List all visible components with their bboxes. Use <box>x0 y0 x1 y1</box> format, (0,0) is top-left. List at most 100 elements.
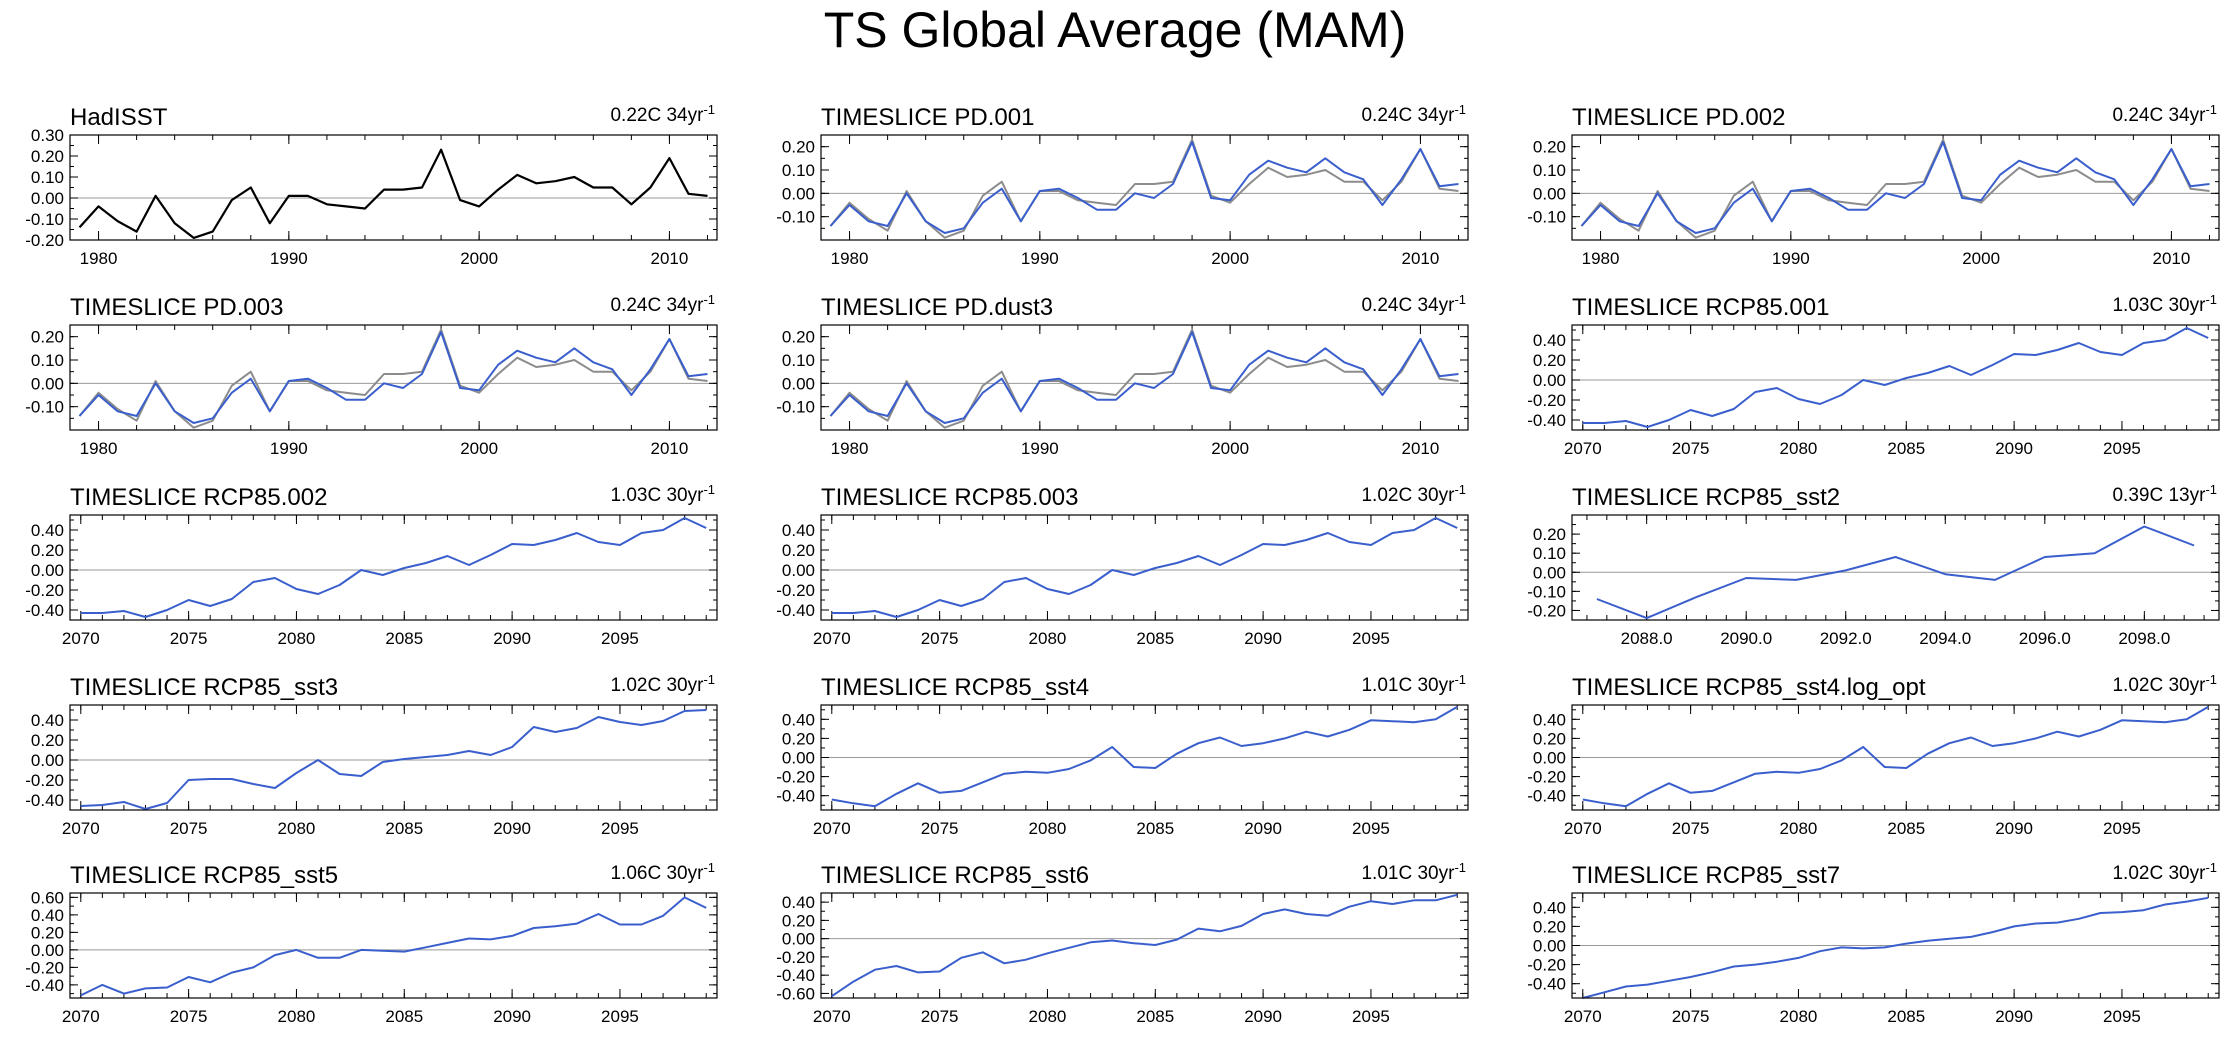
x-tick-label: 2098.0 <box>2118 629 2170 648</box>
y-tick-label: -0.20 <box>1527 601 1566 620</box>
trend-exponent: -1 <box>2205 672 2217 687</box>
x-tick-label: 2088.0 <box>1621 629 1673 648</box>
y-tick-label: -0.20 <box>25 958 64 977</box>
trend-label: 1.02C 30yr-1 <box>2112 860 2217 884</box>
x-tick-label: 2080 <box>278 629 316 648</box>
x-tick-label: 2080 <box>278 1007 316 1026</box>
x-tick-label: 2090 <box>493 1007 531 1026</box>
y-tick-label: 0.60 <box>31 888 64 907</box>
trend-value: 1.02C 30yr <box>610 675 704 696</box>
x-tick-label: 1990 <box>1021 249 1059 268</box>
x-tick-label: 2080 <box>1780 439 1818 458</box>
x-tick-label: 2095 <box>2103 1007 2141 1026</box>
x-tick-label: 2070 <box>62 629 100 648</box>
x-tick-label: 2090 <box>1995 819 2033 838</box>
trend-value: 1.01C 30yr <box>1361 675 1455 696</box>
y-tick-label: 0.30 <box>31 126 64 145</box>
y-tick-label: -0.20 <box>776 581 815 600</box>
y-tick-label: -0.40 <box>1527 787 1566 806</box>
y-tick-label: -0.20 <box>1527 956 1566 975</box>
trend-exponent: -1 <box>1454 292 1466 307</box>
trend-label: 0.24C 34yr-1 <box>610 292 715 316</box>
reference-series-line <box>1580 138 2210 239</box>
x-tick-label: 2095 <box>2103 439 2141 458</box>
model-series-line <box>831 706 1458 808</box>
chart-panel: TIMESLICE RCP85_sst2 0.39C 13yr-1 -0.20-0.… <box>1527 482 2220 648</box>
panel-title: HadISST <box>70 104 168 131</box>
x-tick-label: 2090 <box>1244 1007 1282 1026</box>
chart-panel: TIMESLICE RCP85.002 1.03C 30yr-1 -0.40-0.2… <box>25 482 718 648</box>
reference-series-line <box>829 328 1459 429</box>
y-tick-label: 0.20 <box>782 729 815 748</box>
x-tick-label: 2000 <box>1211 439 1249 458</box>
x-tick-label: 2075 <box>170 629 208 648</box>
y-tick-label: -0.10 <box>25 398 64 417</box>
trend-value: 0.24C 34yr <box>1361 295 1455 316</box>
trend-exponent: -1 <box>703 860 715 875</box>
x-tick-label: 2080 <box>1029 1007 1067 1026</box>
model-series-line <box>1582 896 2209 999</box>
x-tick-label: 2080 <box>278 819 316 838</box>
y-tick-label: -0.40 <box>25 791 64 810</box>
x-tick-label: 2085 <box>1887 439 1925 458</box>
x-tick-label: 2080 <box>1029 629 1067 648</box>
x-tick-label: 2010 <box>2153 249 2191 268</box>
chart-panel: TIMESLICE PD.002 0.24C 34yr-1 -0.10 0.00 0.1… <box>1527 102 2220 268</box>
y-tick-label: 0.40 <box>782 710 815 729</box>
plot-frame <box>69 704 718 811</box>
trend-label: 1.02C 30yr-1 <box>2112 672 2217 696</box>
x-tick-label: 2075 <box>921 629 959 648</box>
y-tick-label: -0.20 <box>25 581 64 600</box>
x-tick-label: 2070 <box>1564 819 1602 838</box>
model-series-line <box>1580 141 2210 234</box>
x-tick-label: 2092.0 <box>1820 629 1872 648</box>
trend-exponent: -1 <box>703 482 715 497</box>
y-tick-label: 0.00 <box>1533 371 1566 390</box>
plot-frame <box>1571 704 2220 811</box>
y-tick-label: 0.20 <box>1533 917 1566 936</box>
x-tick-label: 2085 <box>385 629 423 648</box>
trend-value: 0.24C 34yr <box>2112 105 2206 126</box>
y-tick-label: -0.20 <box>25 231 64 250</box>
y-tick-label: 0.20 <box>782 911 815 930</box>
chart-panel: TIMESLICE RCP85_sst7 1.02C 30yr-1 -0.40-0.… <box>1527 860 2220 1026</box>
y-tick-label: 0.00 <box>1533 749 1566 768</box>
y-tick-label: 0.40 <box>1533 710 1566 729</box>
model-series-line <box>1582 327 2209 428</box>
x-tick-label: 2095 <box>601 629 639 648</box>
plot-frame <box>820 892 1469 999</box>
x-tick-label: 2080 <box>1780 1007 1818 1026</box>
trend-exponent: -1 <box>2205 860 2217 875</box>
y-tick-label: 0.10 <box>782 161 815 180</box>
panel-title: TIMESLICE RCP85_sst3 <box>70 674 338 701</box>
chart-panel: TIMESLICE RCP85.003 1.02C 30yr-1 -0.40-0.2… <box>776 482 1469 648</box>
trend-label: 1.01C 30yr-1 <box>1361 860 1466 884</box>
y-tick-label: -0.40 <box>776 966 815 985</box>
y-tick-label: 0.40 <box>1533 331 1566 350</box>
y-tick-label: 0.20 <box>31 923 64 942</box>
plot-frame <box>820 514 1469 621</box>
trend-value: 1.02C 30yr <box>1361 485 1455 506</box>
model-series-line <box>80 896 707 997</box>
panel-title: TIMESLICE PD.001 <box>821 104 1034 131</box>
model-series-line <box>829 141 1459 234</box>
trend-label: 0.24C 34yr-1 <box>1361 292 1466 316</box>
plot-frame <box>820 704 1469 811</box>
model-series-line <box>1582 706 2209 808</box>
trend-value: 1.02C 30yr <box>2112 675 2206 696</box>
y-tick-label: 0.00 <box>1533 937 1566 956</box>
y-tick-label: -0.40 <box>1527 975 1566 994</box>
model-series-line <box>80 709 707 810</box>
chart-panel: TIMESLICE PD.dust3 0.24C 34yr-1 -0.10 0.00 0… <box>776 292 1469 458</box>
trend-value: 0.24C 34yr <box>1361 105 1455 126</box>
y-tick-label: 0.40 <box>782 893 815 912</box>
y-tick-label: -0.60 <box>776 984 815 1003</box>
x-tick-label: 1980 <box>80 439 118 458</box>
chart-panel: TIMESLICE RCP85_sst4.log_opt 1.02C 30yr-1… <box>1527 672 2220 838</box>
panel-title: TIMESLICE PD.003 <box>70 294 283 321</box>
chart-panel: TIMESLICE RCP85_sst6 1.01C 30yr-1-0.60-0.… <box>776 860 1469 1026</box>
trend-label: 0.24C 34yr-1 <box>2112 102 2217 126</box>
chart-panel: TIMESLICE PD.003 0.24C 34yr-1 -0.10 0.00 0.1… <box>25 292 718 458</box>
y-tick-label: -0.20 <box>1527 768 1566 787</box>
x-tick-label: 2010 <box>1402 249 1440 268</box>
